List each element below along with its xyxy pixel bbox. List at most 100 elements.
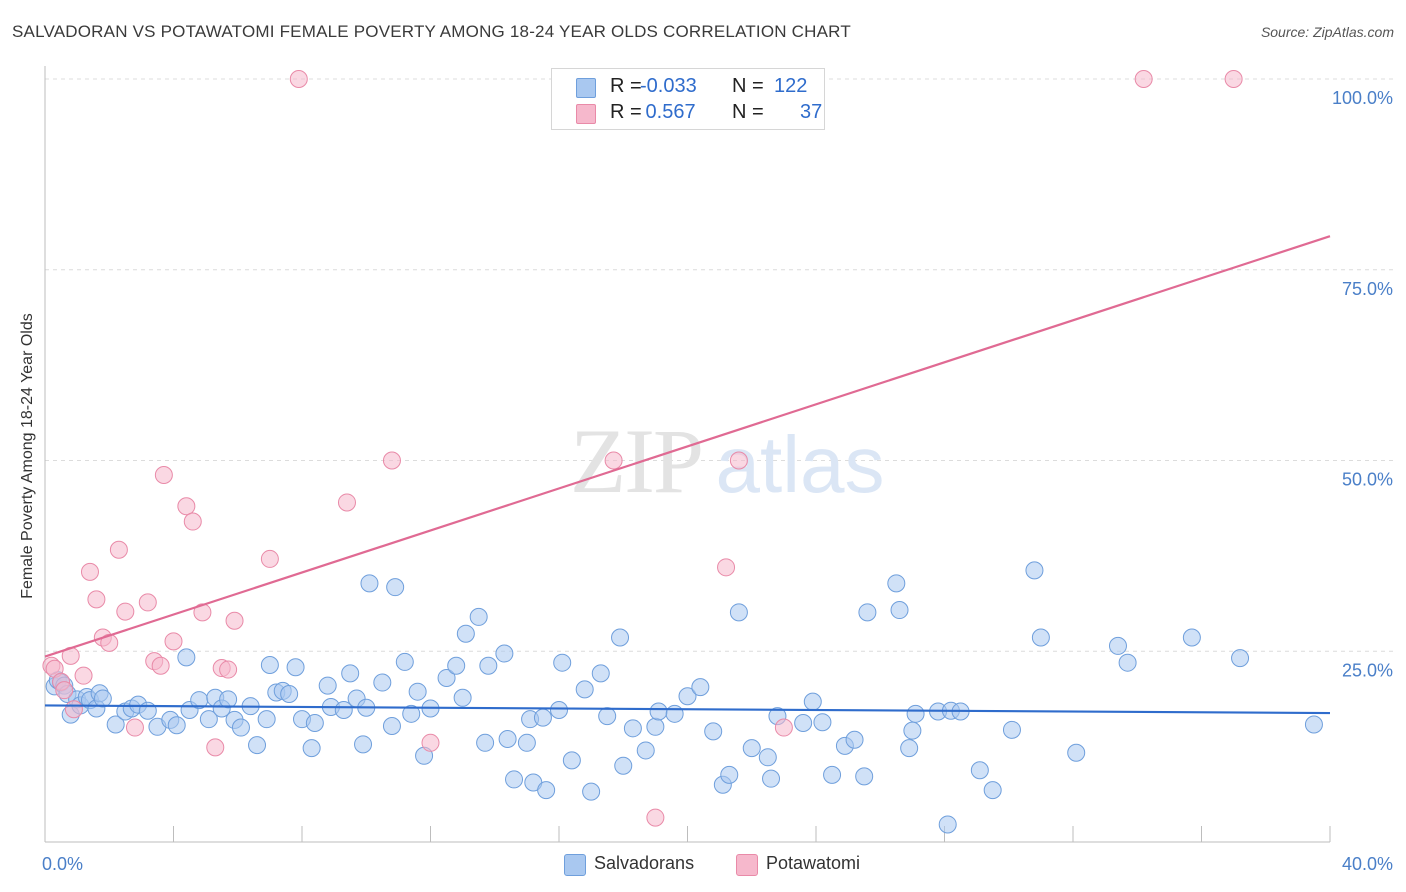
correlation-legend: R = -0.033 N = 122 R = 0.567 N = 37 — [551, 68, 825, 130]
point-potawatomi — [289, 70, 308, 88]
point-salvadorans — [758, 748, 777, 767]
y-tick-label: 100.0% — [1332, 88, 1393, 108]
point-salvadorans — [1108, 636, 1127, 655]
legend-n-label: N = — [732, 75, 764, 97]
point-potawatomi — [382, 451, 401, 470]
point-salvadorans — [447, 656, 466, 675]
point-salvadorans — [794, 713, 813, 732]
watermark: ZIP atlas — [570, 410, 884, 512]
point-potawatomi — [154, 465, 173, 484]
legend-swatch-salvadorans — [576, 78, 596, 98]
point-salvadorans — [646, 717, 665, 736]
point-salvadorans — [845, 730, 864, 749]
point-salvadorans — [408, 682, 427, 701]
y-tick-label: 25.0% — [1342, 660, 1393, 680]
point-potawatomi — [183, 512, 202, 531]
point-potawatomi — [1224, 70, 1243, 88]
point-salvadorans — [550, 701, 568, 720]
point-salvadorans — [562, 751, 581, 770]
point-potawatomi — [55, 681, 74, 700]
legend-r-value: -0.033 — [640, 75, 697, 97]
point-salvadorans — [318, 676, 337, 695]
point-salvadorans — [533, 708, 552, 727]
point-salvadorans — [453, 688, 472, 707]
axes — [44, 66, 1331, 843]
legend-r-value: 0.567 — [640, 101, 696, 123]
point-potawatomi — [74, 666, 93, 685]
point-potawatomi — [219, 660, 238, 679]
point-salvadorans — [742, 739, 761, 758]
point-salvadorans — [887, 574, 906, 593]
point-potawatomi — [604, 451, 623, 470]
series-swatch-potawatomi — [736, 854, 758, 876]
point-salvadorans — [598, 707, 617, 726]
point-salvadorans — [231, 718, 250, 737]
point-salvadorans — [537, 781, 556, 800]
point-salvadorans — [903, 721, 922, 740]
point-salvadorans — [260, 655, 279, 674]
point-salvadorans — [720, 765, 739, 784]
point-potawatomi — [717, 558, 736, 577]
point-salvadorans — [360, 574, 379, 593]
point-salvadorans — [678, 687, 697, 706]
point-salvadorans — [1031, 628, 1050, 647]
point-salvadorans — [280, 684, 299, 703]
point-salvadorans — [199, 710, 218, 729]
point-salvadorans — [334, 701, 353, 720]
point-potawatomi — [206, 738, 225, 757]
x-tick-label: 0.0% — [42, 854, 83, 874]
series-swatch-salvadorans — [564, 854, 586, 876]
trend-line-salvadorans — [44, 704, 1331, 715]
point-potawatomi — [164, 632, 183, 651]
point-salvadorans — [93, 689, 112, 708]
legend-swatch-potawatomi — [576, 104, 596, 124]
point-salvadorans — [803, 692, 822, 711]
chart-source: Source: ZipAtlas.com — [1260, 24, 1394, 40]
y-tick-labels: 25.0% 50.0% 75.0% 100.0% — [1332, 88, 1393, 680]
x-tick-labels: 0.0% 40.0% — [42, 854, 1393, 874]
point-potawatomi — [193, 603, 212, 622]
point-salvadorans — [354, 735, 373, 754]
point-salvadorans — [498, 729, 517, 748]
point-salvadorans — [970, 761, 989, 780]
point-salvadorans — [395, 652, 414, 671]
point-salvadorans — [823, 765, 842, 784]
point-salvadorans — [704, 722, 723, 741]
point-salvadorans — [1182, 628, 1201, 647]
point-salvadorans — [900, 739, 919, 758]
x-tick-label: 40.0% — [1342, 854, 1393, 874]
point-potawatomi — [1134, 70, 1153, 88]
point-salvadorans — [611, 628, 630, 647]
series-label-potawatomi: Potawatomi — [766, 853, 861, 873]
legend-n-label: N = — [732, 101, 764, 123]
point-salvadorans — [495, 644, 514, 663]
point-potawatomi — [729, 451, 748, 470]
point-potawatomi — [421, 733, 440, 752]
point-salvadorans — [437, 668, 456, 687]
trend-lines — [44, 235, 1331, 715]
point-salvadorans — [1002, 720, 1021, 739]
point-salvadorans — [575, 680, 594, 699]
point-salvadorans — [469, 607, 488, 626]
point-salvadorans — [553, 653, 572, 672]
point-salvadorans — [665, 704, 684, 723]
point-salvadorans — [505, 770, 524, 789]
point-salvadorans — [286, 658, 305, 677]
point-salvadorans — [373, 673, 392, 692]
point-salvadorans — [614, 756, 633, 775]
point-potawatomi — [125, 718, 144, 737]
legend-r-label: R = — [610, 101, 642, 123]
point-salvadorans — [302, 739, 321, 758]
point-salvadorans — [1067, 743, 1086, 762]
point-salvadorans — [906, 704, 925, 723]
point-salvadorans — [305, 713, 324, 732]
point-potawatomi — [260, 549, 279, 568]
point-salvadorans — [591, 664, 610, 683]
point-potawatomi — [116, 602, 135, 621]
point-salvadorans — [517, 733, 536, 752]
point-salvadorans — [983, 781, 1002, 800]
point-salvadorans — [456, 624, 475, 643]
point-salvadorans — [1025, 561, 1044, 580]
point-salvadorans — [938, 815, 957, 834]
